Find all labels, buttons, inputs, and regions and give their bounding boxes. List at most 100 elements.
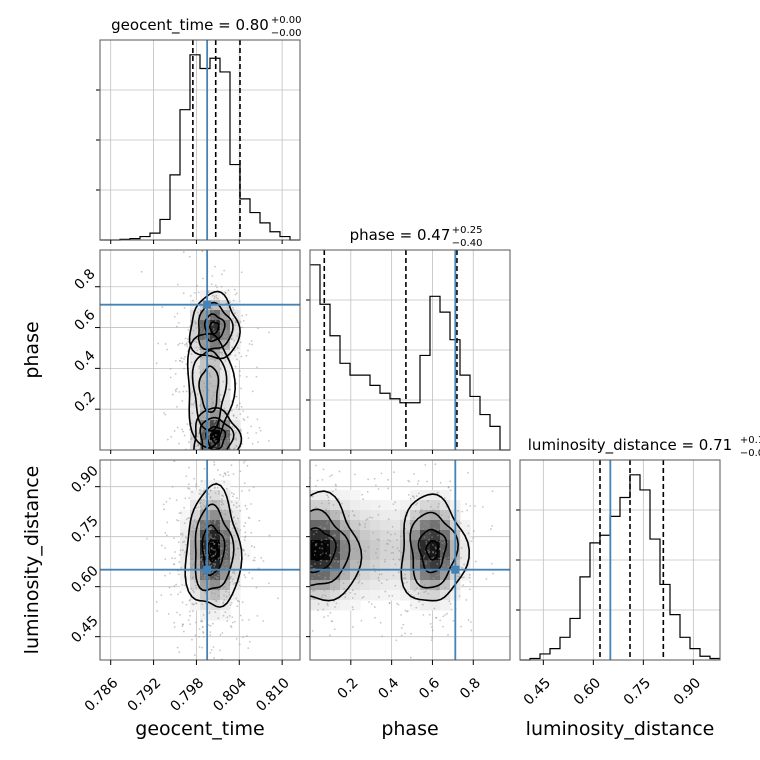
density-cell [400,540,411,551]
scatter-point [201,356,204,359]
scatter-point [418,535,420,538]
density-cell [190,380,201,391]
scatter-point [228,593,231,596]
scatter-point [317,526,320,528]
density-cell [420,540,431,551]
scatter-point [318,547,321,549]
scatter-point [193,401,196,404]
scatter-point [224,611,227,614]
scatter-point [412,495,415,498]
scatter-point [173,557,176,560]
density-cell [350,510,361,521]
scatter-point [224,446,227,448]
scatter-point [217,467,219,469]
scatter-point [238,643,241,646]
density-cell [430,550,441,561]
scatter-point [292,614,294,616]
scatter-point [198,646,201,648]
scatter-point [314,550,317,553]
scatter-point [218,314,221,317]
density-cell [330,490,341,501]
density-cell [360,570,371,581]
scatter-point [239,428,242,431]
scatter-point [203,577,206,580]
scatter-point [214,359,216,362]
scatter-point [188,255,191,258]
scatter-point [181,399,184,402]
scatter-point [321,547,324,550]
scatter-point [381,635,383,638]
density-cell [210,510,221,521]
scatter-point [183,434,186,437]
density-cell [330,570,341,581]
x-tick-label: 0.792 [125,675,165,715]
scatter-point [270,556,272,558]
scatter-point [192,530,194,533]
scatter-point [199,445,202,448]
scatter-point [394,501,397,504]
scatter-point [234,437,237,440]
scatter-point [211,455,213,457]
scatter-point [361,582,364,585]
density-cell [210,380,221,391]
scatter-point [195,602,198,605]
scatter-point [434,552,437,555]
density-cell [400,590,411,601]
density-cell [350,580,361,591]
scatter-point [340,560,342,563]
scatter-point [399,535,402,538]
scatter-point [232,299,235,302]
scatter-point [235,522,237,525]
x-axis-label-phase: phase [381,718,438,740]
scatter-point [396,602,399,605]
scatter-point [410,632,413,635]
density-cell [350,560,361,571]
scatter-point [418,511,421,514]
scatter-point [203,467,206,470]
density-cell [340,590,351,601]
scatter-point [220,523,223,526]
scatter-point [198,563,200,566]
density-cell [200,610,211,621]
scatter-point [217,455,219,457]
scatter-point [176,283,179,286]
scatter-point [438,573,441,576]
density-cell [380,540,391,551]
density-cell [230,310,241,321]
density-cell [430,560,441,571]
scatter-point [276,528,278,530]
density-cell [320,500,331,511]
scatter-point [311,495,314,498]
density-cell [220,440,231,450]
scatter-point [413,554,416,556]
scatter-point [481,505,484,508]
scatter-point [369,516,371,519]
scatter-point [220,573,223,575]
density-cell [440,500,451,511]
scatter-point [210,343,213,346]
scatter-point [247,349,249,352]
scatter-point [236,335,239,337]
scatter-point [231,580,234,583]
scatter-point [240,406,243,408]
scatter-point [234,395,237,398]
scatter-point [228,428,231,431]
scatter-point [188,497,191,499]
density-cell [440,590,451,601]
density-cell [220,400,231,411]
scatter-point [344,592,347,595]
scatter-point [325,560,328,563]
scatter-point [296,479,298,481]
scatter-point [245,354,248,357]
contour-line [409,511,460,589]
scatter-point [236,358,238,361]
scatter-point [228,388,230,391]
scatter-point [213,463,216,466]
scatter-point [200,499,203,501]
density-cell [230,430,241,441]
scatter-point [416,482,419,485]
scatter-point [232,578,234,581]
scatter-point [444,614,446,616]
scatter-point [248,456,250,458]
joint-content [100,460,300,660]
